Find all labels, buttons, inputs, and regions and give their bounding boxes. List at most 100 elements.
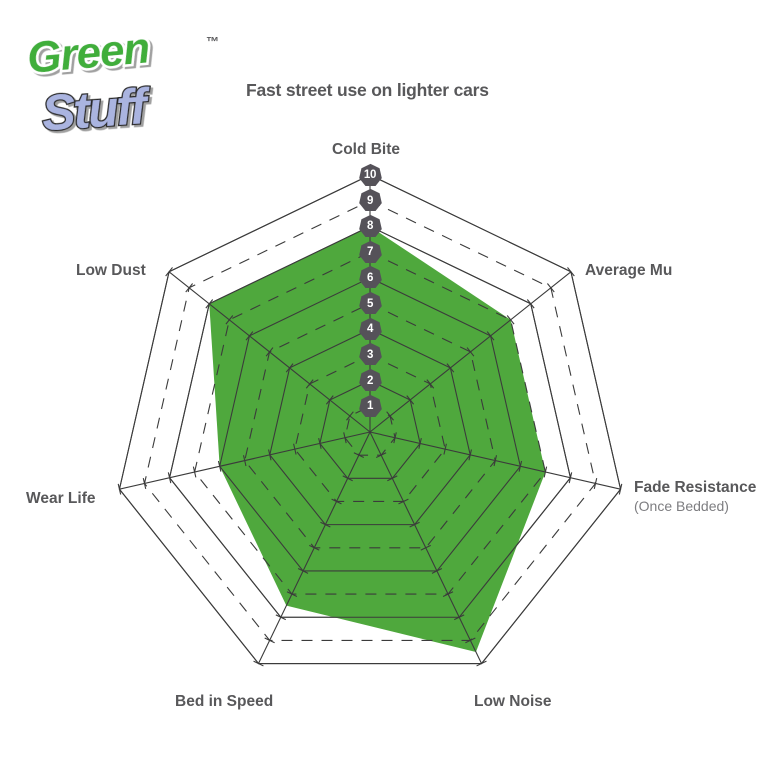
scale-badge-7: 7 [358,240,383,265]
axis-tick-1-10 [567,267,575,277]
axis-label-average-mu: Average Mu [585,262,673,279]
axis-tick-5-9 [142,477,147,489]
axis-tick-6-1 [346,411,354,421]
axis-tick-4-2 [342,475,353,482]
axis-label-low-noise: Low Noise [474,693,552,710]
grid-ring-solid-top-2 [319,379,421,479]
series-polygon [209,226,546,652]
axis-tick-1-7 [506,315,515,325]
scale-badge-shape-1 [358,394,382,417]
axis-tick-1-5 [466,347,475,357]
axis-tick-2-10 [618,483,623,495]
axis-tick-1-9 [546,283,555,293]
axis-tick-2-1 [393,432,397,444]
trademark-symbol: ™ [206,34,219,49]
axis-tick-6-2 [325,395,334,405]
axis-tick-3-1 [375,452,387,459]
axis-label-fade-resistance: Fade Resistance (Once Bedded) [634,478,756,516]
axis-label-fade-resistance-line1: Fade Resistance [634,479,757,496]
axis-tick-6-9 [185,283,194,293]
axis-tick-4-6 [297,568,309,574]
scale-badge-9: 9 [358,188,383,213]
axis-tick-2-2 [418,437,422,449]
axis-tick-1-8 [526,299,535,309]
axis-tick-3-10 [476,660,487,667]
axis-label-bed-in-speed: Bed in Speed [175,693,274,710]
logo-word-stuff: Stuff Stuff [39,77,155,134]
scale-badge-shape-9 [358,189,382,212]
axis-tick-3-8 [454,614,465,621]
axis-tick-5-8 [167,472,172,484]
axis-tick-1-1 [386,411,394,421]
scale-badge-label-8: 8 [366,220,374,233]
axis-tick-6-4 [285,363,294,373]
axis-tick-1-6 [486,331,495,341]
grid-ring-dashed-3 [294,354,446,503]
radar-series-green-stuff [209,226,546,652]
axis-tick-5-2 [318,437,322,449]
svg-text:Stuff: Stuff [40,78,153,134]
axis-tick-6-6 [245,331,254,341]
scale-badge-5: 5 [358,291,383,316]
scale-badge-label-9: 9 [366,194,374,207]
grid-ring-solid-top-6 [219,277,521,572]
axis-tick-3-2 [387,475,398,482]
grid-ring-solid-top-8 [168,225,572,618]
scale-badge-shape-4 [358,317,382,340]
axis-tick-4-9 [264,637,275,644]
scale-badge-shape-7 [358,240,382,263]
logo-word-green: Green Green [24,24,154,85]
axis-tick-5-5 [242,455,247,467]
axis-tick-5-7 [192,466,197,478]
scale-badge-shape-2 [358,368,382,392]
axis-tick-3-3 [398,498,409,505]
axis-tick-2-6 [518,460,523,472]
axis-tick-1-3 [426,379,435,389]
axis-tick-2-4 [468,449,472,461]
scale-badge-label-4: 4 [366,323,374,336]
scale-badge-label-2: 2 [366,374,374,387]
grid-ring-solid-top-4 [269,328,471,526]
axis-tick-4-8 [275,614,286,621]
radar-spokes [117,174,623,667]
axis-tick-6-3 [305,379,314,389]
axis-tick-2-8 [568,472,573,484]
axis-tick-4-7 [286,591,298,597]
axis-tick-2-5 [493,455,498,467]
grid-ring-dashed-5 [244,302,496,549]
axis-tick-3-9 [465,637,476,644]
axis-tick-5-6 [217,460,222,472]
scale-badge-1: 1 [358,394,383,419]
axis-tick-5-1 [343,432,347,444]
axis-tick-3-4 [409,521,420,528]
grid-ring-dashed-1 [344,405,396,456]
scale-badge-4: 4 [358,317,383,342]
axis-tick-6-8 [205,299,214,309]
axis-label-fade-resistance-note: (Once Bedded) [634,498,729,514]
scale-badge-shape-10 [358,163,382,186]
scale-badge-label-1: 1 [366,400,374,413]
scale-badge-label-6: 6 [366,271,374,284]
axis-tick-1-4 [446,363,455,373]
scale-badge-8: 8 [358,214,383,239]
axis-label-low-dust: Low Dust [76,262,146,279]
scale-badge-10: 10 [358,163,383,188]
svg-text:Stuff: Stuff [40,78,153,134]
axis-tick-4-5 [309,544,320,551]
axis-tick-4-10 [253,660,264,667]
svg-text:Green: Green [25,24,151,83]
scale-badge-2: 2 [358,368,383,393]
axis-tick-4-1 [353,452,365,459]
axis-tick-6-5 [265,347,274,357]
grid-ring-dashed-9 [143,200,597,641]
scale-badge-label-10: 10 [363,169,377,181]
axis-tick-5-10 [117,483,122,495]
axis-tick-1-2 [406,395,415,405]
axis-tick-6-10 [165,267,173,277]
axis-tick-3-5 [420,544,431,551]
axis-tick-5-3 [293,443,297,455]
scale-badge-3: 3 [358,342,383,367]
axis-tick-5-4 [268,449,272,461]
